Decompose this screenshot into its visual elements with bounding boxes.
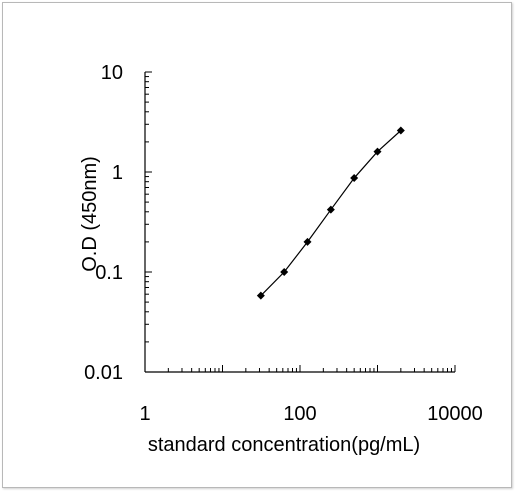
data-point: [350, 174, 359, 183]
x-axis-title: standard concentration(pg/mL): [148, 434, 420, 456]
y-axis-title: O.D (450nm): [79, 156, 101, 272]
x-tick-label: 1: [139, 403, 150, 425]
y-tick-label: 0.01: [84, 362, 123, 384]
chart-series: [256, 126, 405, 300]
data-point: [303, 237, 312, 246]
y-tick-label: 10: [101, 62, 123, 84]
data-point: [396, 126, 405, 135]
data-point: [373, 147, 382, 156]
data-point: [326, 205, 335, 214]
data-point: [280, 268, 289, 276]
chart-tick-labels: 1 100 10000 10 1 0.1 0.01: [84, 62, 483, 425]
data-point: [256, 291, 265, 300]
y-tick-label: 1: [112, 162, 123, 184]
chart-ticks: [144, 71, 456, 373]
chart-axes: [144, 72, 455, 373]
x-tick-label: 10000: [427, 403, 483, 425]
y-tick-label: 0.1: [95, 262, 123, 284]
x-tick-label: 100: [283, 403, 316, 425]
chart-frame: [2, 2, 512, 488]
